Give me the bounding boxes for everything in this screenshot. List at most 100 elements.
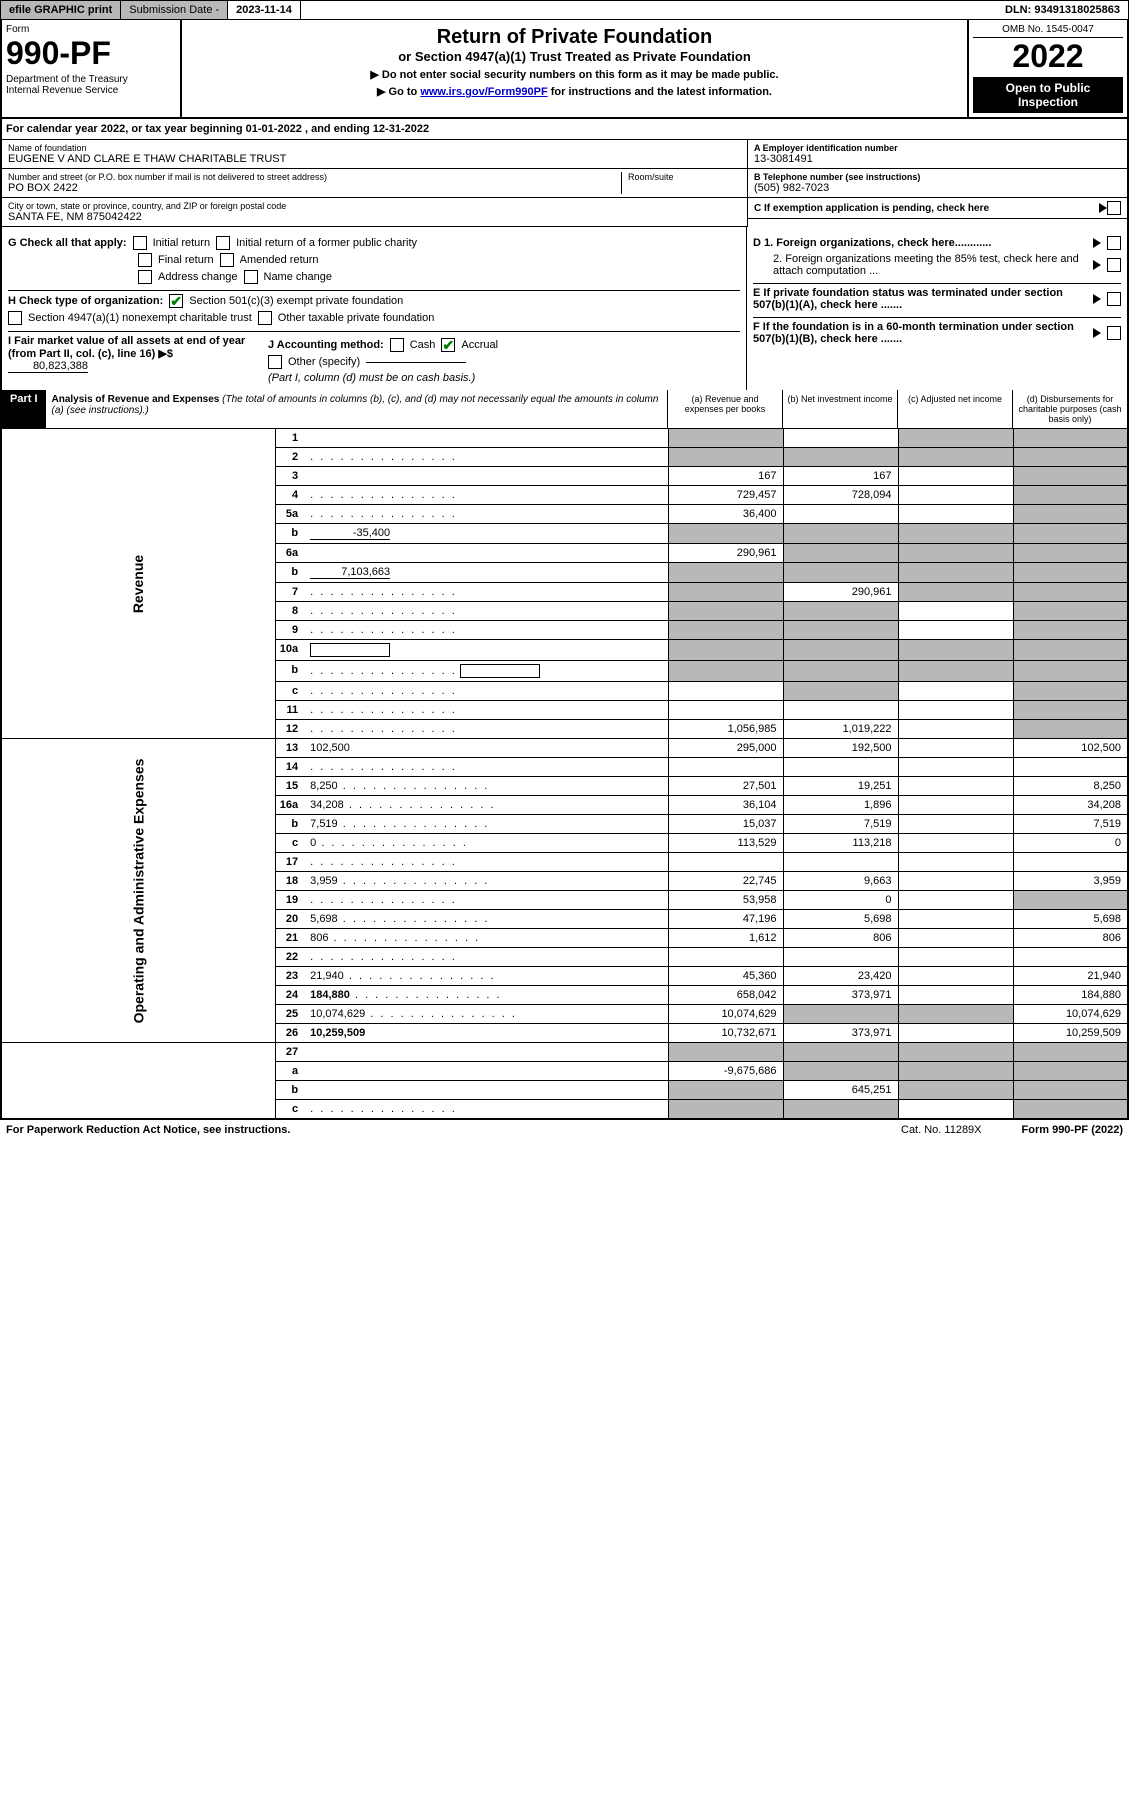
- line-description: [306, 621, 668, 640]
- submission-date-value: 2023-11-14: [228, 1, 301, 19]
- col-c-header: (c) Adjusted net income: [897, 390, 1012, 428]
- amount-cell-a: 27,501: [668, 777, 783, 796]
- ein-label: A Employer identification number: [754, 143, 1121, 153]
- g-final-checkbox[interactable]: [138, 253, 152, 267]
- amount-cell-d: [1013, 661, 1128, 682]
- g-address-checkbox[interactable]: [138, 270, 152, 284]
- form-year-block: OMB No. 1545-0047 2022 Open to Public In…: [967, 20, 1127, 117]
- h-other-checkbox[interactable]: [258, 311, 272, 325]
- f-checkbox[interactable]: [1107, 326, 1121, 340]
- amount-cell-c: [898, 467, 1013, 486]
- amount-cell-a: [668, 682, 783, 701]
- form-number-block: Form 990-PF Department of the Treasury I…: [2, 20, 182, 117]
- amount-cell-d: [1013, 853, 1128, 872]
- j-other-checkbox[interactable]: [268, 355, 282, 369]
- amount-cell-c: [898, 872, 1013, 891]
- amount-cell-b: 645,251: [783, 1081, 898, 1100]
- amount-cell-c: [898, 563, 1013, 583]
- amount-cell-a: [668, 621, 783, 640]
- g-row: G Check all that apply: Initial return I…: [8, 236, 740, 250]
- exemption-checkbox[interactable]: [1107, 201, 1121, 215]
- amount-cell-b: [783, 524, 898, 544]
- form-note-1: ▶ Do not enter social security numbers o…: [188, 68, 961, 81]
- amount-cell-c: [898, 796, 1013, 815]
- line-number: 20: [275, 910, 306, 929]
- amount-cell-d: [1013, 701, 1128, 720]
- efile-print-button[interactable]: efile GRAPHIC print: [1, 1, 121, 19]
- note2-pre: ▶ Go to: [377, 86, 420, 98]
- section-label: Operating and Administrative Expenses: [1, 739, 275, 1043]
- amount-cell-d: [1013, 1062, 1128, 1081]
- top-bar: efile GRAPHIC print Submission Date - 20…: [0, 0, 1129, 20]
- g-opt-3: Amended return: [240, 254, 319, 266]
- table-row: 27: [1, 1043, 1128, 1062]
- d1-label: D 1. Foreign organizations, check here..…: [753, 237, 1087, 249]
- amount-cell-d: [1013, 1081, 1128, 1100]
- amount-cell-b: 9,663: [783, 872, 898, 891]
- g-opt-5: Name change: [264, 271, 333, 283]
- g-amended-checkbox[interactable]: [220, 253, 234, 267]
- d2-row: 2. Foreign organizations meeting the 85%…: [753, 253, 1121, 284]
- amount-cell-b: 373,971: [783, 986, 898, 1005]
- line-number: c: [275, 1100, 306, 1120]
- amount-cell-b: [783, 682, 898, 701]
- amount-cell-d: [1013, 448, 1128, 467]
- amount-cell-b: 192,500: [783, 739, 898, 758]
- amount-cell-d: [1013, 467, 1128, 486]
- line-description: [306, 640, 668, 661]
- line-number: a: [275, 1062, 306, 1081]
- amount-cell-c: [898, 1100, 1013, 1120]
- irs-link[interactable]: www.irs.gov/Form990PF: [420, 86, 547, 98]
- amount-cell-a: [668, 661, 783, 682]
- line-number: c: [275, 682, 306, 701]
- amount-cell-a: [668, 448, 783, 467]
- amount-cell-a: 1,612: [668, 929, 783, 948]
- table-row: Revenue1: [1, 429, 1128, 448]
- e-checkbox[interactable]: [1107, 292, 1121, 306]
- amount-cell-a: [668, 948, 783, 967]
- line-description: [306, 467, 668, 486]
- page-footer: For Paperwork Reduction Act Notice, see …: [0, 1120, 1129, 1140]
- h-501c3-checkbox[interactable]: [169, 294, 183, 308]
- line-number: b: [275, 563, 306, 583]
- line-description: 10,259,509: [306, 1024, 668, 1043]
- line-number: b: [275, 1081, 306, 1100]
- amount-cell-c: [898, 815, 1013, 834]
- h-4947-checkbox[interactable]: [8, 311, 22, 325]
- line-description: [306, 1062, 668, 1081]
- j-accrual-checkbox[interactable]: [441, 338, 455, 352]
- amount-cell-c: [898, 967, 1013, 986]
- line-number: 15: [275, 777, 306, 796]
- h-row: H Check type of organization: Section 50…: [8, 294, 740, 308]
- amount-cell-b: 19,251: [783, 777, 898, 796]
- d1-checkbox[interactable]: [1107, 236, 1121, 250]
- line-number: 16a: [275, 796, 306, 815]
- amount-cell-a: 15,037: [668, 815, 783, 834]
- department-text: Department of the Treasury Internal Reve…: [6, 74, 176, 96]
- amount-cell-d: [1013, 682, 1128, 701]
- amount-cell-d: [1013, 891, 1128, 910]
- amount-cell-b: [783, 640, 898, 661]
- amount-cell-c: [898, 486, 1013, 505]
- amount-cell-d: [1013, 544, 1128, 563]
- g-opt-1: Initial return of a former public charit…: [236, 237, 417, 249]
- g-name-checkbox[interactable]: [244, 270, 258, 284]
- g-initial-public-checkbox[interactable]: [216, 236, 230, 250]
- j-note: (Part I, column (d) must be on cash basi…: [268, 372, 498, 384]
- form-title-block: Return of Private Foundation or Section …: [182, 20, 967, 117]
- line-description: [306, 486, 668, 505]
- amount-cell-c: [898, 544, 1013, 563]
- arrow-icon: [1093, 328, 1101, 338]
- address-value: PO BOX 2422: [8, 182, 621, 194]
- amount-cell-b: [783, 1062, 898, 1081]
- name-label: Name of foundation: [8, 143, 741, 153]
- arrow-icon: [1093, 294, 1101, 304]
- j-opt-1: Accrual: [461, 339, 498, 351]
- g-initial-checkbox[interactable]: [133, 236, 147, 250]
- j-cash-checkbox[interactable]: [390, 338, 404, 352]
- line-description: [306, 853, 668, 872]
- amount-cell-c: [898, 640, 1013, 661]
- amount-cell-b: 728,094: [783, 486, 898, 505]
- amount-cell-d: [1013, 486, 1128, 505]
- d2-checkbox[interactable]: [1107, 258, 1121, 272]
